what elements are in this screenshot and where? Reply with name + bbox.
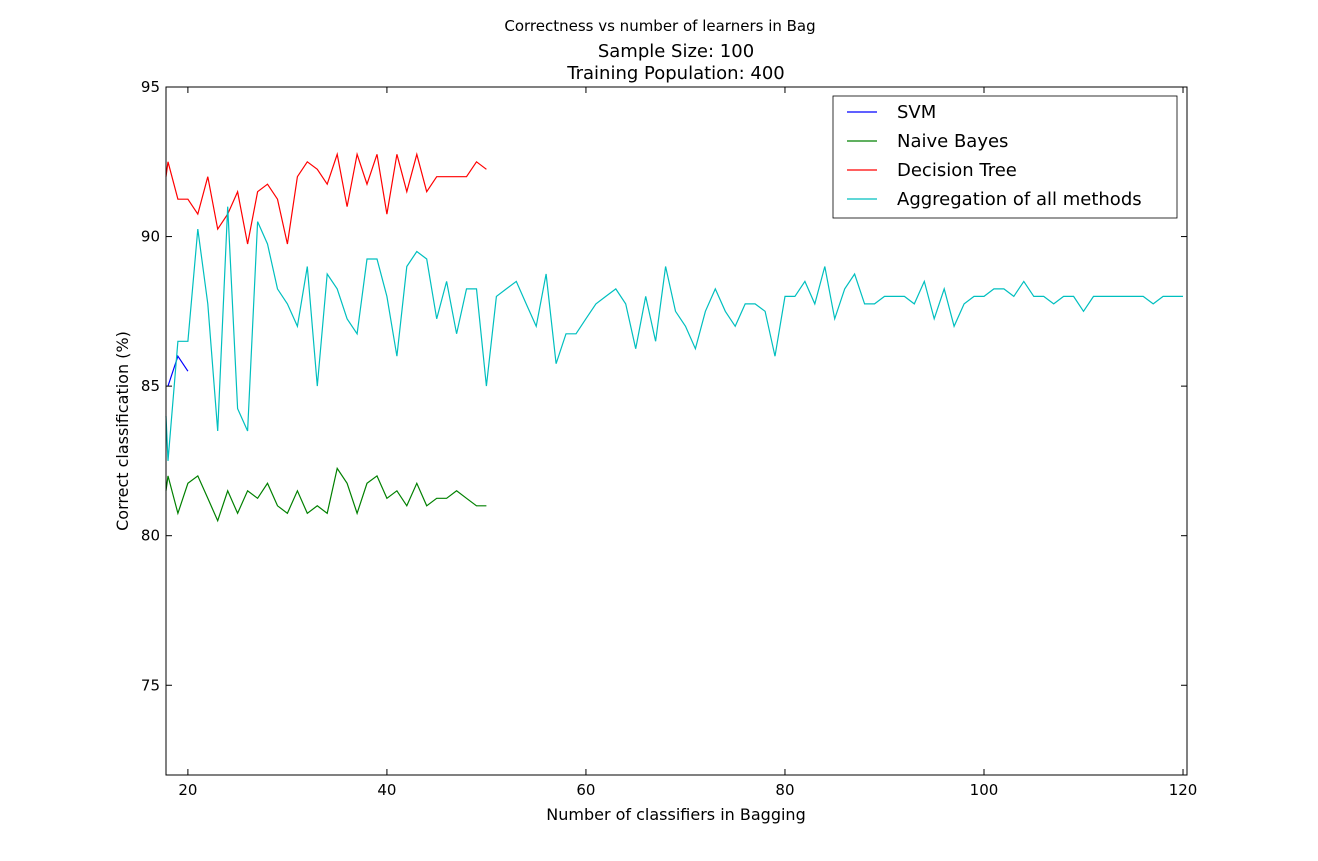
series-line-decision-tree — [165, 151, 487, 245]
series-layer — [165, 151, 1183, 523]
x-tick-label: 40 — [377, 781, 396, 799]
legend-label-svm: SVM — [897, 102, 936, 123]
ticks-layer: 20 40 60 80 100 120 75 80 85 90 95 — [141, 78, 1197, 799]
series-line-naive-bayes — [165, 466, 487, 523]
x-tick-label: 20 — [178, 781, 197, 799]
legend-label-naive-bayes: Naive Bayes — [897, 131, 1008, 152]
legend: SVM Naive Bayes Decision Tree Aggregation o… — [832, 95, 1178, 219]
legend-label-decision-tree: Decision Tree — [897, 160, 1017, 181]
legend-box — [832, 95, 1178, 219]
series-line-svm — [167, 354, 189, 387]
x-tick-label: 100 — [970, 781, 999, 799]
y-axis-label: Correct classification (%) — [113, 331, 132, 531]
chart-title-line-1: Sample Size: 100 — [598, 41, 754, 62]
x-axis-label: Number of classifiers in Bagging — [546, 805, 805, 824]
series-line-aggregation-of-all-methods — [165, 206, 1183, 461]
chart-title-line-2: Training Population: 400 — [566, 63, 784, 84]
x-tick-label: 60 — [576, 781, 595, 799]
y-tick-label: 80 — [141, 527, 160, 545]
chart-suptitle: Correctness vs number of learners in Bag — [504, 17, 815, 35]
y-tick-label: 85 — [141, 377, 160, 395]
x-tick-label: 120 — [1169, 781, 1198, 799]
legend-label-aggregation-of-all-methods: Aggregation of all methods — [897, 189, 1142, 210]
y-tick-label: 75 — [141, 676, 160, 694]
y-tick-label: 90 — [141, 228, 160, 246]
plot-frame — [165, 86, 1188, 776]
x-tick-label: 80 — [775, 781, 794, 799]
y-tick-label: 95 — [141, 78, 160, 96]
